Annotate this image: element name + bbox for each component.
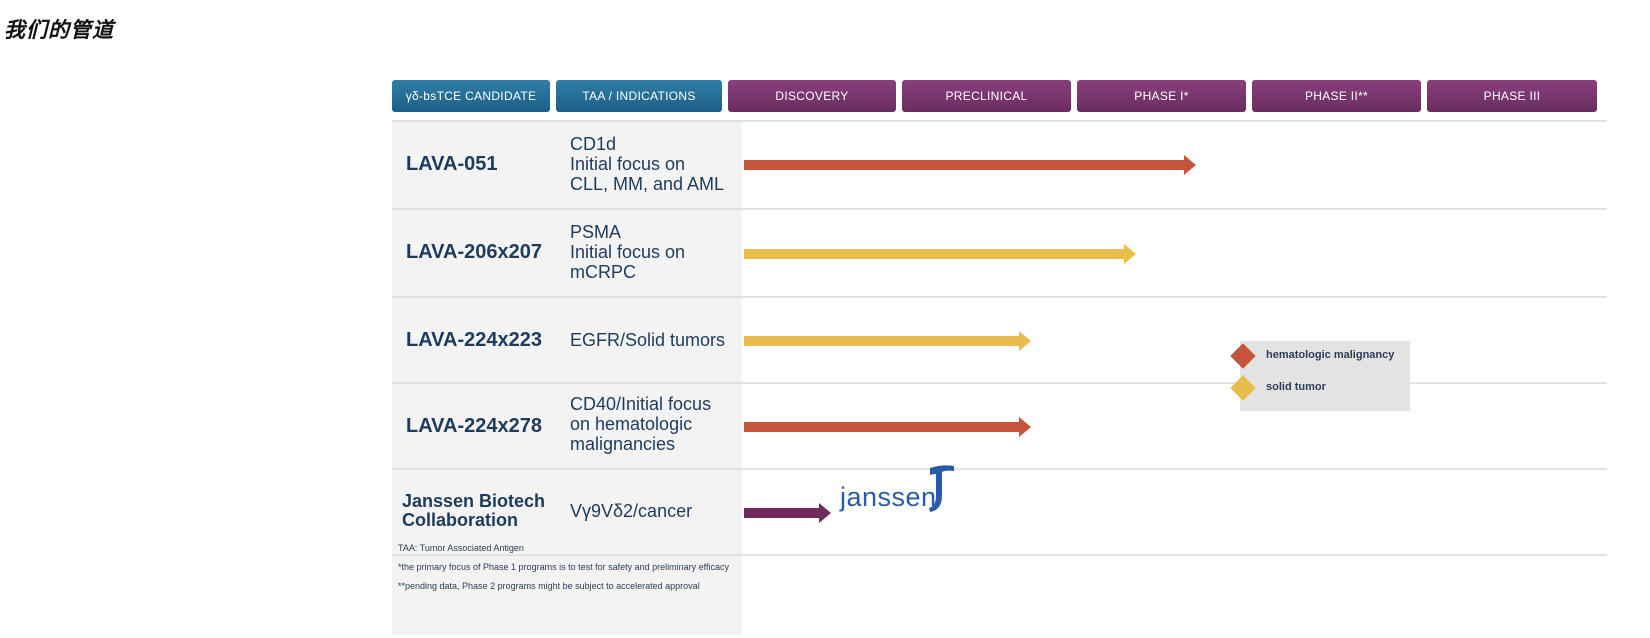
legend-label: solid tumor (1266, 381, 1326, 393)
pipeline-row: LAVA-051 CD1d Initial focus on CLL, MM, … (392, 120, 1607, 208)
indication-text: EGFR/Solid tumors (570, 330, 726, 350)
header-preclinical: PRECLINICAL (902, 80, 1071, 112)
progress-arrow-head (1019, 331, 1031, 351)
header-phase3: PHASE III (1427, 80, 1597, 112)
janssen-mark-icon (929, 465, 954, 512)
progress-arrow-head (1124, 244, 1136, 264)
header-indications: TAA / INDICATIONS (556, 80, 722, 112)
header-discovery: DISCOVERY (728, 80, 896, 112)
header-phase2: PHASE II** (1252, 80, 1421, 112)
footnote: **pending data, Phase 2 programs might b… (398, 581, 700, 591)
row-divider (392, 208, 1607, 210)
indication-text: PSMA Initial focus on mCRPC (570, 222, 686, 282)
progress-arrow-shaft (744, 249, 1124, 259)
row-divider (392, 382, 1607, 384)
pipeline-row: LAVA-206x207 PSMA Initial focus on mCRPC (392, 208, 1607, 296)
candidate-name: LAVA-224x223 (406, 329, 542, 351)
footnote: TAA: Tumor Associated Antigen (398, 543, 524, 553)
row-divider (392, 554, 1607, 556)
candidate-name: LAVA-206x207 (406, 241, 542, 263)
progress-arrow-shaft (744, 422, 1019, 432)
page-title: 我们的管道 (4, 18, 114, 42)
progress-arrow-head (819, 503, 831, 523)
candidate-column-background (392, 120, 742, 635)
header-candidate: γδ-bsTCE CANDIDATE (392, 80, 550, 112)
janssen-logo-wordmark: janssen (840, 482, 937, 512)
progress-arrow-head (1184, 155, 1196, 175)
candidate-name: Janssen Biotech Collaboration (402, 491, 546, 530)
janssen-logo: janssen (840, 482, 937, 513)
pipeline-row: LAVA-224x278 CD40/Initial focus on hemat… (392, 382, 1607, 468)
indication-text: CD40/Initial focus on hematologic malign… (570, 394, 712, 454)
row-divider (392, 296, 1607, 298)
pipeline-row: Janssen Biotech Collaboration Vγ9Vδ2/can… (392, 468, 1607, 554)
progress-arrow-shaft (744, 336, 1019, 346)
candidate-name: LAVA-224x278 (406, 415, 542, 437)
row-divider (392, 468, 1607, 470)
candidate-name: LAVA-051 (406, 153, 498, 175)
progress-arrow-head (1019, 417, 1031, 437)
progress-arrow-shaft (744, 160, 1184, 170)
footnotes: TAA: Tumor Associated Antigen *the prima… (398, 542, 729, 599)
row-divider (392, 120, 1607, 122)
indication-text: Vγ9Vδ2/cancer (570, 501, 693, 521)
indication-text: CD1d Initial focus on CLL, MM, and AML (570, 134, 725, 194)
legend-label: hematologic malignancy (1266, 349, 1395, 361)
header-phase1: PHASE I* (1077, 80, 1246, 112)
pipeline-figure: γδ-bsTCE CANDIDATE TAA / INDICATIONS DIS… (392, 80, 1607, 635)
pipeline-row: LAVA-224x223 EGFR/Solid tumors (392, 296, 1607, 382)
footnote: *the primary focus of Phase 1 programs i… (398, 562, 729, 572)
progress-arrow-shaft (744, 508, 819, 518)
legend: hematologic malignancy solid tumor (1230, 341, 1410, 411)
